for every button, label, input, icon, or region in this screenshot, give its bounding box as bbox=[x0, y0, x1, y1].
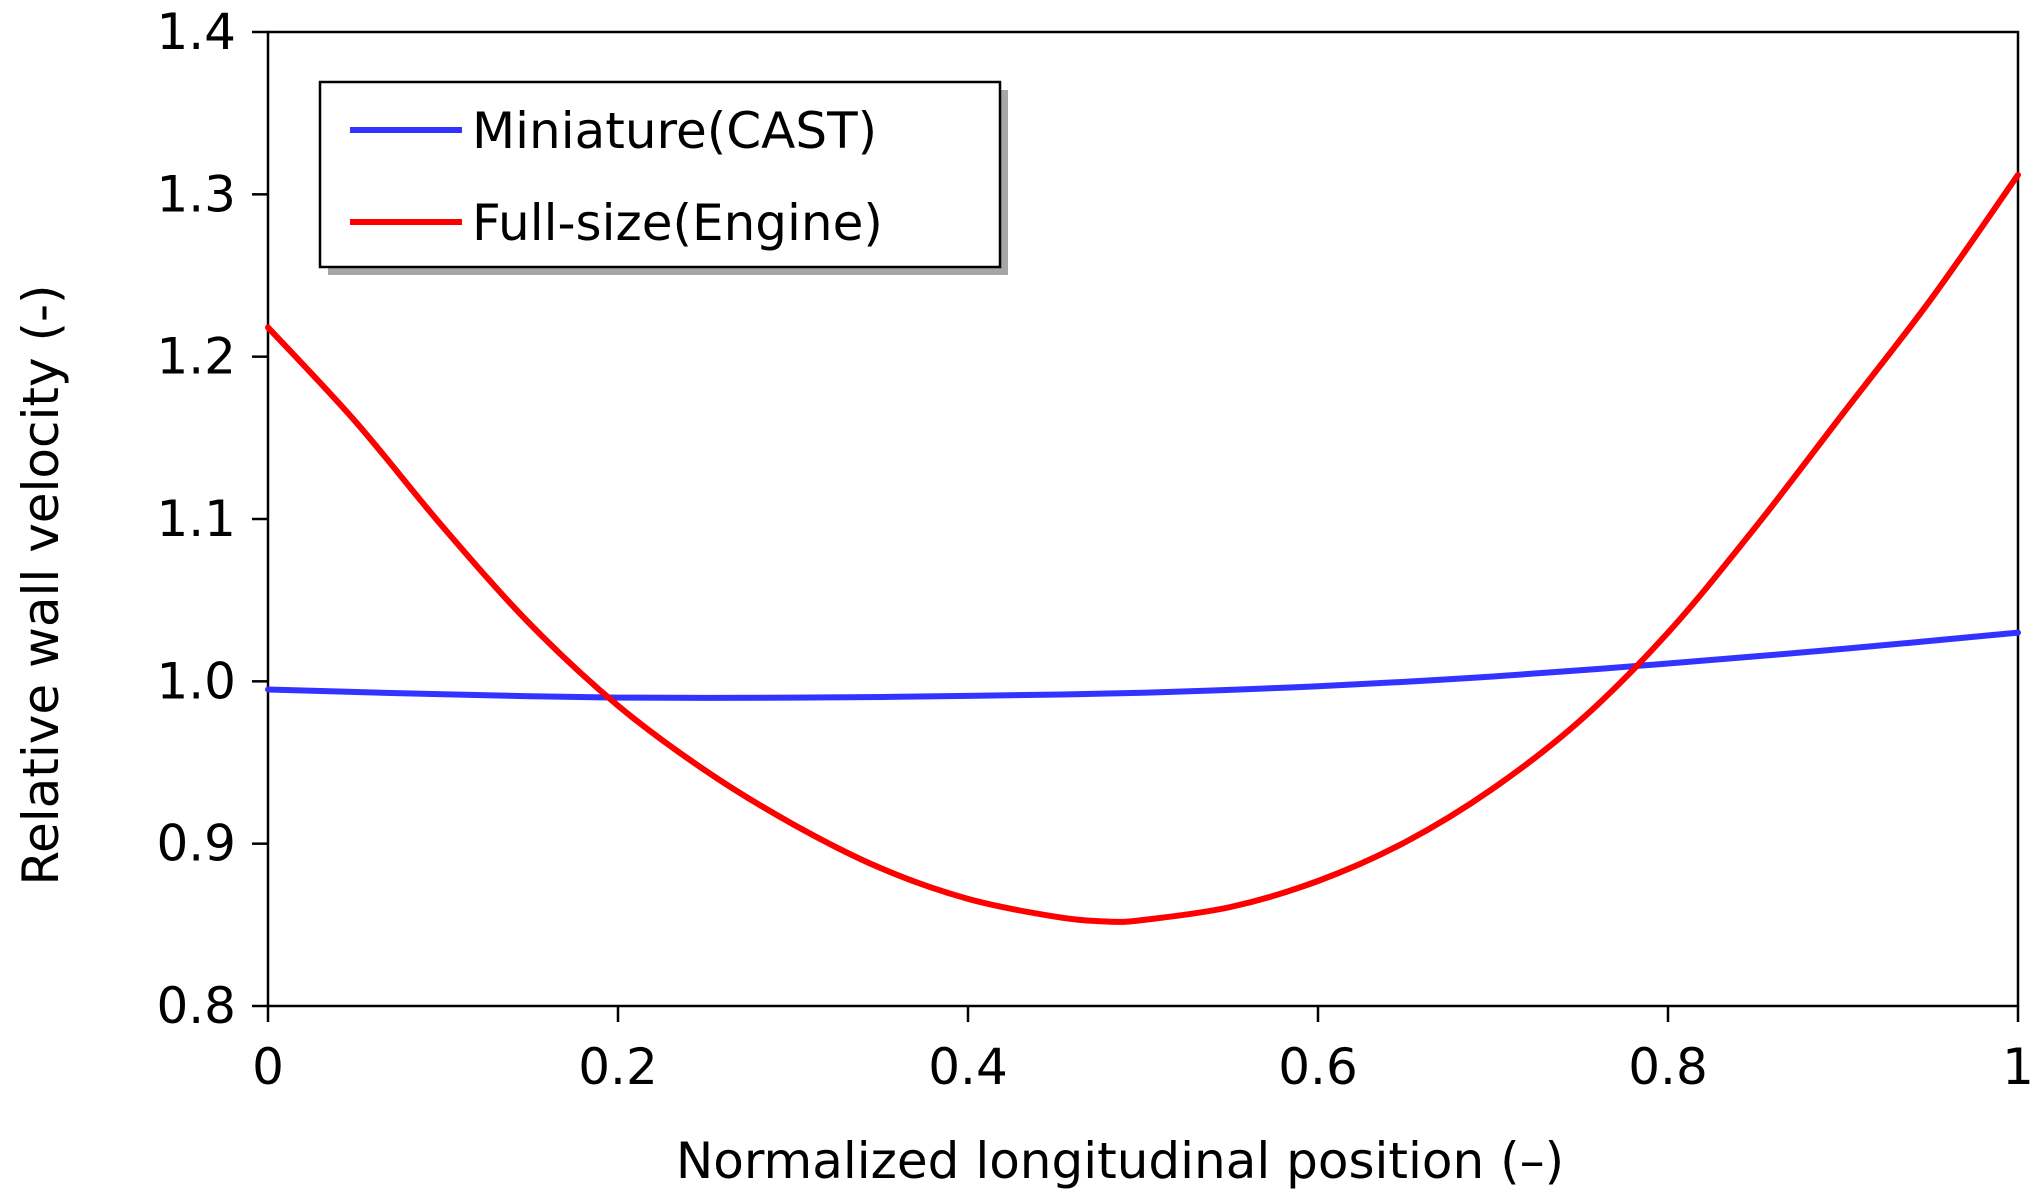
x-tick-label: 1 bbox=[2002, 1038, 2034, 1096]
x-tick-label: 0.4 bbox=[928, 1038, 1008, 1096]
y-axis-title: Relative wall velocity (-) bbox=[12, 284, 70, 885]
y-tick-label: 1.3 bbox=[156, 165, 236, 223]
x-tick-label: 0.2 bbox=[578, 1038, 658, 1096]
y-tick-label: 1.1 bbox=[156, 490, 236, 548]
y-tick-label: 0.9 bbox=[156, 815, 236, 873]
legend-box bbox=[318, 80, 1002, 269]
x-tick-label: 0.6 bbox=[1278, 1038, 1358, 1096]
legend-label-miniature: Miniature(CAST) bbox=[472, 102, 877, 160]
series-line-miniature bbox=[265, 629, 2021, 701]
legend: Miniature(CAST) Full-size(Engine) bbox=[318, 80, 1008, 275]
y-tick-label: 1.0 bbox=[156, 652, 236, 710]
x-axis-title: Normalized longitudinal position (–) bbox=[676, 1132, 1564, 1190]
y-tick-label: 1.4 bbox=[156, 3, 236, 61]
y-tick-label: 1.2 bbox=[156, 328, 236, 386]
x-tick-label: 0 bbox=[252, 1038, 284, 1096]
series-line-full-size bbox=[265, 171, 2021, 925]
x-tick-label: 0.8 bbox=[1628, 1038, 1708, 1096]
y-tick-label: 0.8 bbox=[156, 977, 236, 1035]
legend-label-full-size: Full-size(Engine) bbox=[472, 194, 883, 252]
